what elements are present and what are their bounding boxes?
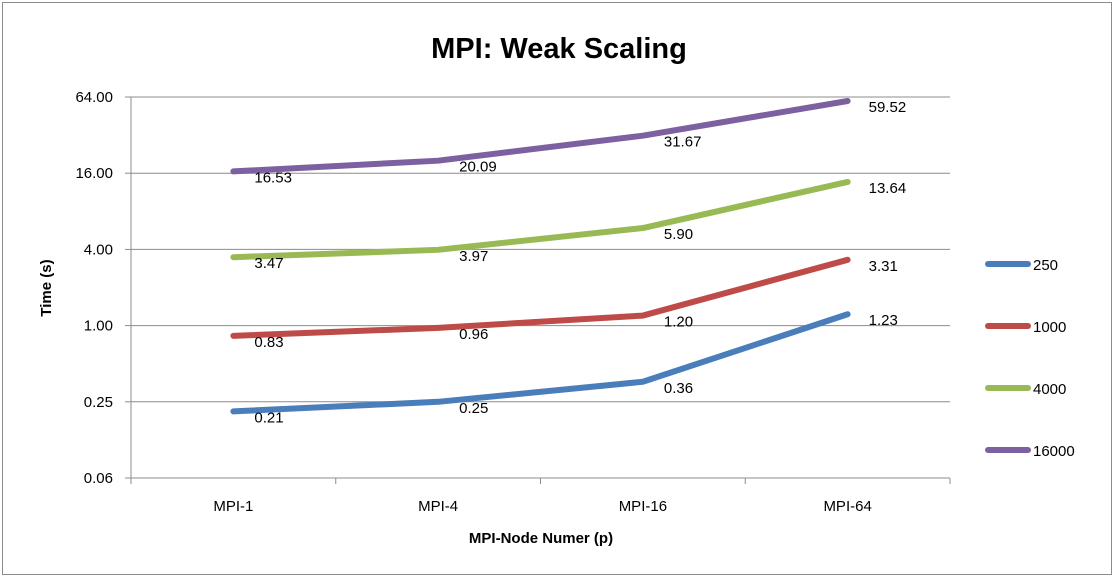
data-label: 0.83 bbox=[254, 334, 283, 351]
legend-label: 1000 bbox=[1033, 319, 1066, 336]
y-tick-label: 1.00 bbox=[84, 318, 113, 335]
y-tick-label: 16.00 bbox=[75, 165, 113, 182]
legend-label: 16000 bbox=[1033, 443, 1075, 460]
series-line-1000 bbox=[230, 256, 851, 339]
data-label: 16.53 bbox=[254, 169, 292, 186]
series-lines bbox=[230, 97, 851, 415]
legend: 250 1000 4000 16000 bbox=[985, 257, 1075, 460]
y-tick-labels: 0.06 0.25 1.00 4.00 16.00 64.00 bbox=[75, 89, 113, 487]
x-tick-label: MPI-4 bbox=[418, 498, 458, 515]
series-line-250 bbox=[230, 311, 851, 415]
data-label: 1.23 bbox=[869, 312, 898, 329]
legend-label: 4000 bbox=[1033, 381, 1066, 398]
legend-label: 250 bbox=[1033, 257, 1058, 274]
data-label: 0.96 bbox=[459, 326, 488, 343]
data-label: 3.47 bbox=[254, 255, 283, 272]
gridlines bbox=[131, 96, 950, 403]
data-label: 0.36 bbox=[664, 380, 693, 397]
axes bbox=[125, 96, 951, 484]
x-tick-labels: MPI-1 MPI-4 MPI-16 MPI-64 bbox=[213, 498, 871, 515]
data-label: 20.09 bbox=[459, 159, 497, 176]
data-labels: 0.21 0.25 0.36 1.23 0.83 0.96 1.20 3.31 3.47 3.97… bbox=[254, 99, 906, 426]
x-tick-label: MPI-64 bbox=[823, 498, 871, 515]
data-label: 1.20 bbox=[664, 314, 693, 331]
data-label: 5.90 bbox=[664, 226, 693, 243]
series-line-16000 bbox=[230, 97, 851, 175]
data-label: 13.64 bbox=[869, 180, 907, 197]
y-tick-label: 0.06 bbox=[84, 470, 113, 487]
data-label: 31.67 bbox=[664, 134, 702, 151]
chart-title: MPI: Weak Scaling bbox=[431, 33, 687, 65]
data-label: 0.25 bbox=[459, 400, 488, 417]
data-label: 0.21 bbox=[254, 409, 283, 426]
y-tick-label: 4.00 bbox=[84, 241, 113, 258]
data-label: 59.52 bbox=[869, 99, 907, 116]
x-tick-label: MPI-16 bbox=[619, 498, 667, 515]
y-tick-label: 64.00 bbox=[75, 89, 113, 106]
x-tick-label: MPI-1 bbox=[213, 498, 253, 515]
data-label: 3.31 bbox=[869, 258, 898, 275]
data-label: 3.97 bbox=[459, 248, 488, 265]
series-line-4000 bbox=[230, 178, 851, 261]
y-axis-title: Time (s) bbox=[38, 259, 55, 316]
x-axis-title: MPI-Node Numer (p) bbox=[469, 530, 613, 547]
y-tick-label: 0.25 bbox=[84, 394, 113, 411]
